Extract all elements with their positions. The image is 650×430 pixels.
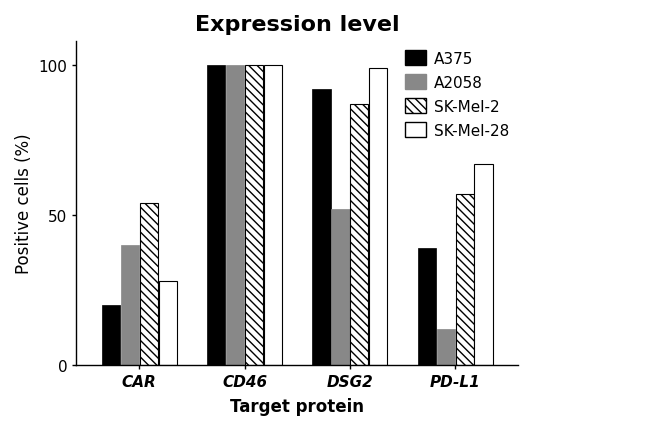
Bar <box>456 194 474 365</box>
Bar <box>226 66 244 365</box>
Bar <box>140 203 158 365</box>
Bar <box>312 90 331 365</box>
Bar <box>159 281 177 365</box>
Title: Expression level: Expression level <box>195 15 400 35</box>
Bar <box>121 245 139 365</box>
Bar <box>207 66 226 365</box>
Bar <box>332 209 350 365</box>
Bar <box>417 248 436 365</box>
Bar <box>437 329 455 365</box>
Legend: A375, A2058, SK-Mel-2, SK-Mel-28: A375, A2058, SK-Mel-2, SK-Mel-28 <box>398 45 515 144</box>
Y-axis label: Positive cells (%): Positive cells (%) <box>15 133 33 273</box>
Bar <box>350 105 369 365</box>
Bar <box>245 66 263 365</box>
Bar <box>474 165 493 365</box>
X-axis label: Target protein: Target protein <box>230 397 364 415</box>
Bar <box>102 305 120 365</box>
Bar <box>264 66 282 365</box>
Bar <box>369 69 387 365</box>
